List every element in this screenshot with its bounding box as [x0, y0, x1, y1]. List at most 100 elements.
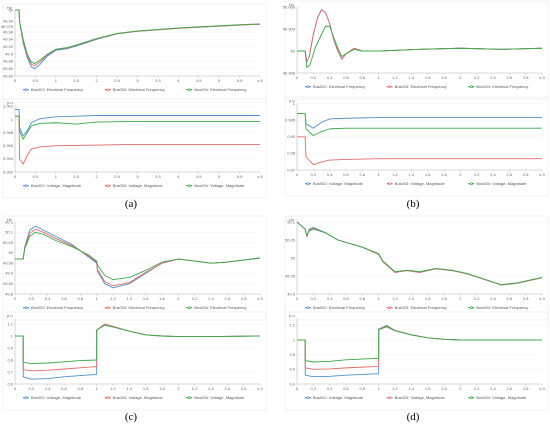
y-tick-label: 50.1	[5, 230, 14, 235]
legend-entry: Bus003: Electrical Frequency	[113, 305, 165, 310]
series-line-bus003	[15, 228, 261, 287]
x-tick-label: 2.8	[523, 172, 529, 177]
legend-marker	[188, 88, 191, 91]
x-tick-label: 2.2	[474, 386, 480, 391]
y-tick-label: 0.8	[7, 357, 13, 362]
x-tick-label: 2	[459, 386, 462, 391]
chart-frame	[284, 311, 549, 411]
series-line-bus003	[15, 115, 260, 165]
y-tick-label: 50	[9, 7, 14, 12]
x-tick-label: s 3	[539, 75, 545, 80]
x-tick-label: 2.8	[241, 386, 247, 391]
series-line-bus004	[15, 9, 261, 64]
y-axis-unit: p.u.	[289, 313, 296, 318]
x-tick-label: 0.6	[343, 386, 349, 391]
x-tick-label: 1.2	[110, 296, 116, 301]
x-tick-label: 0.6	[343, 75, 349, 80]
y-tick-label: 50.1	[287, 219, 296, 224]
series-line-bus004	[297, 25, 543, 68]
x-tick-label: 1.8	[441, 75, 447, 80]
y-tick-label: 50	[9, 250, 14, 255]
x-tick-label: 1.6	[143, 386, 149, 391]
x-tick-label: 2.2	[474, 296, 480, 301]
x-tick-label: 4.5	[196, 78, 202, 83]
x-tick-label: 1.2	[392, 75, 398, 80]
y-axis-unit: Hz	[289, 2, 294, 7]
x-tick-label: 1.2	[110, 386, 116, 391]
legend-marker	[306, 396, 310, 400]
series-line-bus003	[15, 323, 261, 372]
x-tick-label: 2	[177, 386, 180, 391]
x-tick-label: 1.2	[392, 296, 398, 301]
x-tick-label: s 6	[257, 174, 263, 179]
y-tick-label: 1	[11, 117, 14, 122]
legend-marker	[470, 396, 473, 400]
y-tick-label: 0.8	[289, 352, 295, 357]
x-tick-label: 1	[378, 386, 381, 391]
x-tick-label: 2.4	[208, 296, 214, 301]
x-tick-label: 2.4	[490, 296, 496, 301]
series-line-bus003	[15, 9, 261, 67]
x-tick-label: 3	[136, 78, 139, 83]
x-tick-label: 5.5	[237, 78, 243, 83]
x-tick-label: 0.4	[45, 296, 51, 301]
series-line-bus003	[297, 136, 542, 166]
x-tick-label: 0.2	[311, 386, 317, 391]
series-line-bus002	[15, 109, 260, 137]
x-tick-label: 0.6	[61, 386, 67, 391]
series-line-bus004	[297, 113, 542, 136]
y-tick-label: 0.4	[289, 381, 295, 386]
x-tick-label: 1.8	[441, 296, 447, 301]
y-tick-label: 49.95	[285, 273, 296, 278]
x-tick-label: 2	[459, 75, 462, 80]
x-tick-label: 2	[96, 78, 99, 83]
y-tick-label: 50	[291, 48, 296, 53]
x-tick-label: 1.2	[392, 386, 398, 391]
series-line-bus002	[297, 9, 543, 63]
legend-entry: Bus004: Electrical Frequency	[194, 87, 246, 92]
y-axis-unit: Hz	[289, 217, 294, 222]
x-tick-label: 1.4	[409, 75, 415, 80]
legend-marker	[188, 306, 191, 310]
x-tick-label: 3	[136, 174, 139, 179]
x-tick-label: 0.6	[343, 172, 349, 177]
y-tick-label: 49.95	[3, 260, 14, 265]
legend-entry: Bus004: Voltage, Magnitude	[194, 183, 245, 188]
series-line-bus003	[296, 221, 543, 286]
legend-entry: Bus004: Voltage, Magnitude	[194, 395, 245, 400]
y-tick-label: 49.9	[287, 291, 296, 296]
legend-marker	[388, 396, 391, 400]
x-tick-label: 2	[177, 296, 180, 301]
x-tick-label: s 3	[539, 296, 545, 301]
x-tick-label: 0.4	[327, 386, 333, 391]
legend-marker	[470, 85, 473, 88]
x-tick-label: 0.8	[78, 296, 84, 301]
legend-marker	[188, 396, 191, 400]
y-tick-label: 1.002	[3, 104, 14, 109]
x-tick-label: 1.4	[127, 296, 133, 301]
x-tick-label: s 3	[539, 172, 545, 177]
x-tick-label: 0	[296, 172, 299, 177]
y-tick-label: 0.7	[7, 369, 13, 374]
chart-a-voltage: 0.992 0.994 0.996 0.998 1 1.002 0 0.5 1 1.5 2 2.5 3 3…	[2, 98, 267, 199]
y-tick-label: 50.05	[3, 240, 14, 245]
x-tick-label: 1	[96, 296, 99, 301]
legend-entry: Bus002: Voltage, Magnitude	[313, 181, 364, 186]
legend-entry: Bus002: Electrical Frequency	[31, 87, 83, 92]
y-tick-label: 49.88	[3, 59, 14, 64]
panel-label-c: (c)	[125, 411, 138, 423]
x-tick-label: 2.2	[474, 75, 480, 80]
legend-entry: Bus003: Electrical Frequency	[395, 84, 447, 89]
y-tick-label: 0.98	[287, 151, 296, 156]
x-tick-label: 2.6	[507, 386, 513, 391]
legend-entry: Bus004: Voltage, Magnitude	[476, 181, 527, 186]
x-tick-label: 0.8	[360, 386, 366, 391]
x-tick-label: 5	[218, 78, 221, 83]
y-tick-label: 49.9	[5, 51, 14, 56]
x-tick-label: 0.2	[311, 172, 317, 177]
x-tick-label: 1.6	[143, 296, 149, 301]
legend-marker	[470, 182, 473, 185]
x-tick-label: 2.8	[523, 386, 529, 391]
legend-marker	[106, 88, 109, 91]
x-tick-label: 2.5	[114, 78, 120, 83]
